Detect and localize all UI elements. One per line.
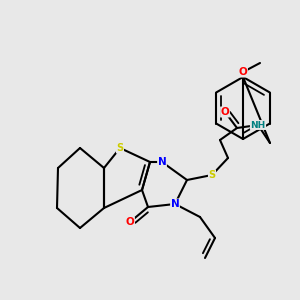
Text: N: N bbox=[171, 199, 179, 209]
Text: O: O bbox=[126, 217, 134, 227]
Text: S: S bbox=[208, 170, 216, 180]
Text: O: O bbox=[238, 67, 247, 77]
Text: O: O bbox=[220, 107, 230, 117]
Text: NH: NH bbox=[250, 121, 266, 130]
Text: S: S bbox=[116, 143, 124, 153]
Text: N: N bbox=[158, 157, 166, 167]
